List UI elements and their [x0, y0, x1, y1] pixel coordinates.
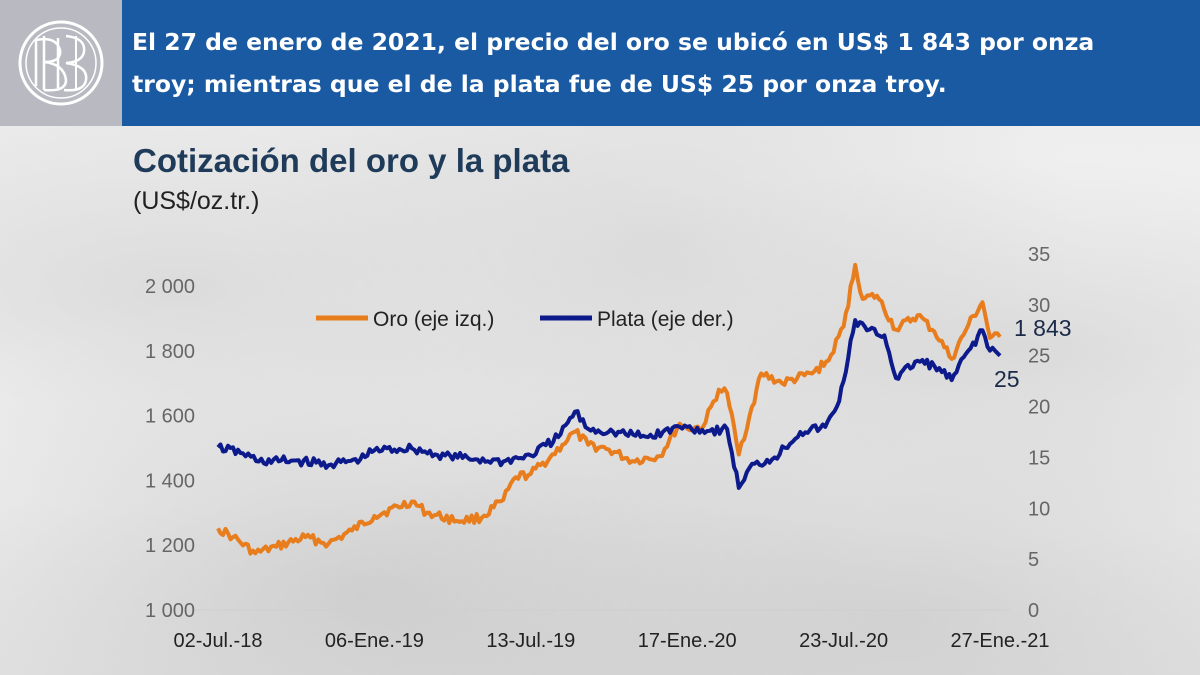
y-left-tick-label: 1 000 — [145, 600, 195, 622]
bank-seal-icon — [18, 20, 104, 106]
x-tick-label: 06-Ene.-19 — [325, 630, 424, 652]
y-left-tick-label: 2 000 — [145, 276, 195, 298]
background-texture — [0, 126, 1200, 675]
y-right-tick-label: 15 — [1028, 447, 1050, 469]
headline-banner: El 27 de enero de 2021, el precio del or… — [122, 0, 1200, 126]
bank-logo — [0, 0, 122, 126]
y-right-tick-label: 20 — [1028, 397, 1050, 419]
headline-line-2: troy; mientras que el de la plata fue de… — [132, 70, 947, 98]
legend-label-plata: Plata (eje der.) — [597, 308, 734, 331]
y-right-tick-label: 0 — [1028, 600, 1039, 622]
left-axis-ticks: 1 000 1 200 1 400 1 600 1 800 2 000 — [145, 276, 195, 622]
y-right-tick-label: 30 — [1028, 295, 1050, 317]
y-left-tick-label: 1 200 — [145, 535, 195, 557]
legend: Oro (eje izq.) Plata (eje der.) — [316, 308, 734, 331]
x-tick-label: 02-Jul.-18 — [174, 630, 263, 652]
series-line-oro — [216, 262, 1002, 556]
y-right-tick-label: 5 — [1028, 549, 1039, 571]
right-axis-ticks: 0 5 10 15 20 25 30 35 — [1028, 244, 1050, 622]
x-tick-label: 17-Ene.-20 — [638, 630, 737, 652]
series-layer — [216, 262, 1002, 556]
chart-subtitle: (US$/oz.tr.) — [133, 187, 260, 215]
x-tick-label: 23-Jul.-20 — [799, 630, 888, 652]
end-label-plata: 25 — [994, 366, 1020, 392]
x-tick-label: 27-Ene.-21 — [951, 630, 1050, 652]
end-label-oro: 1 843 — [1014, 315, 1072, 341]
y-right-tick-label: 25 — [1028, 346, 1050, 368]
chart-title: Cotización del oro y la plata — [133, 142, 570, 179]
y-left-tick-label: 1 600 — [145, 406, 195, 428]
y-right-tick-label: 10 — [1028, 498, 1050, 520]
y-left-tick-label: 1 800 — [145, 341, 195, 363]
x-axis-ticks: 02-Jul.-18 06-Ene.-19 13-Jul.-19 17-Ene.-20… — [174, 630, 1050, 652]
y-right-tick-label: 35 — [1028, 244, 1050, 266]
series-line-plata — [216, 318, 1002, 490]
x-tick-label: 13-Jul.-19 — [486, 630, 575, 652]
legend-label-oro: Oro (eje izq.) — [373, 308, 494, 331]
y-left-tick-label: 1 400 — [145, 470, 195, 492]
headline-line-1: El 27 de enero de 2021, el precio del or… — [132, 28, 1095, 56]
